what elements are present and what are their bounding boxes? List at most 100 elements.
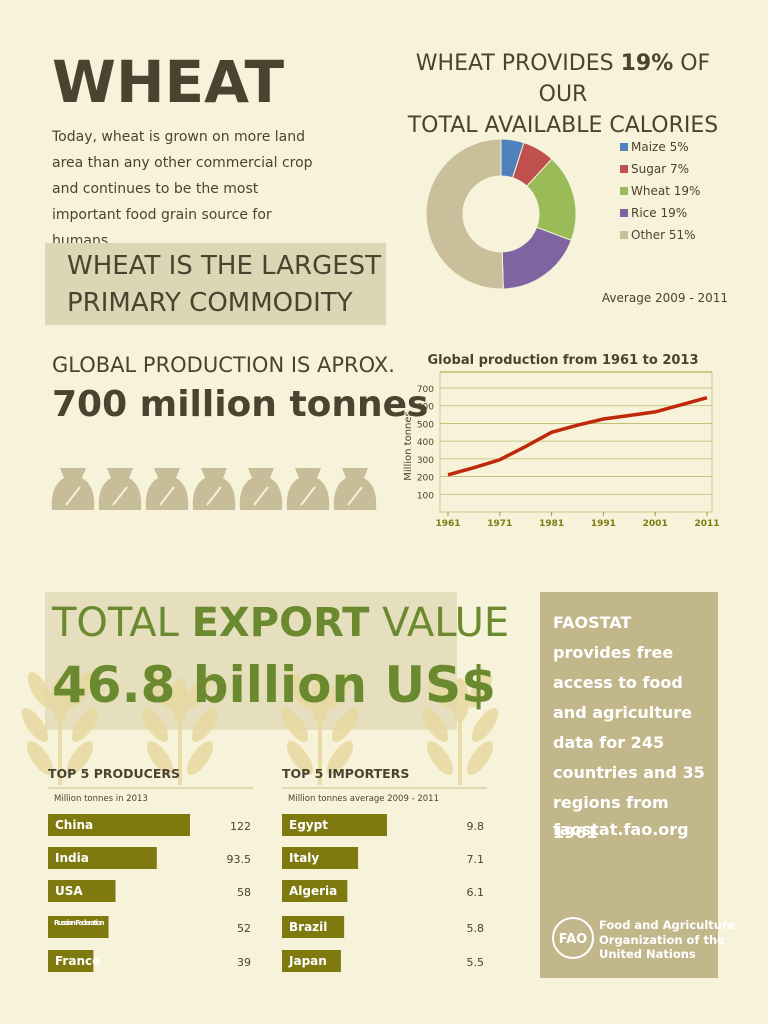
sack-leaf — [253, 486, 269, 506]
legend-value: 19% — [660, 206, 687, 220]
sack — [51, 468, 95, 510]
org-line: Food and Agriculture — [599, 918, 736, 932]
title: WHEAT — [52, 48, 285, 116]
export-title-part: TOTAL — [52, 600, 192, 646]
sack — [239, 468, 283, 510]
sack-leaf — [206, 486, 222, 506]
org-line: Organization of the — [599, 932, 725, 947]
faostat-url[interactable]: faostat.fao.org — [553, 820, 689, 839]
pie-title-part: OF OUR — [538, 51, 711, 107]
legend-category: Wheat — [631, 184, 670, 198]
legend-category: Sugar — [631, 162, 666, 176]
legend-label: Other 51% — [631, 228, 696, 242]
svg-text:FAO: FAO — [559, 932, 588, 947]
bar — [48, 847, 157, 869]
y-tick-label: 200 — [417, 474, 434, 484]
production-lead: GLOBAL PRODUCTION IS APROX. — [52, 353, 395, 377]
bar-subtitle: Million tonnes average 2009 - 2011 — [288, 794, 439, 804]
legend-swatch — [620, 143, 628, 151]
legend-value: 19% — [674, 184, 701, 198]
bar-category: USA — [55, 884, 83, 898]
bar-value: 5.8 — [467, 922, 485, 935]
fao-name: Food and Agriculture Organization of the U… — [599, 918, 735, 962]
legend-category: Maize — [631, 140, 666, 154]
y-tick-label: 100 — [417, 491, 434, 501]
sack-leaf — [112, 486, 128, 506]
bar-category: China — [55, 818, 93, 832]
legend-value: 51% — [669, 228, 696, 242]
bar-value: 52 — [237, 922, 251, 935]
bar-value: 39 — [237, 956, 251, 969]
wheat-stalks — [21, 668, 504, 785]
y-tick-label: 600 — [417, 403, 434, 413]
sack — [145, 468, 189, 510]
bar — [48, 814, 190, 836]
faostat-text: FAOSTAT provides free access to food and… — [553, 613, 705, 842]
legend-value: 7% — [670, 162, 689, 176]
export-title: TOTAL EXPORT VALUE — [52, 600, 509, 646]
sack — [192, 468, 236, 510]
bar-value: 9.8 — [467, 820, 485, 833]
y-tick-label: 700 — [417, 385, 434, 395]
bar-category: Italy — [289, 851, 319, 865]
legend-swatch — [620, 187, 628, 195]
legend-category: Rice — [631, 206, 657, 220]
legend-label: Rice 19% — [631, 206, 687, 220]
bar-value: 7.1 — [467, 853, 485, 866]
bar — [282, 880, 348, 902]
bar — [48, 950, 94, 972]
export-title-part: VALUE — [369, 600, 510, 646]
legend-swatch — [620, 231, 628, 239]
production-amount: 700 million tonnes — [52, 384, 429, 425]
faostat-panel — [540, 592, 718, 978]
sack-leaf — [347, 486, 363, 506]
x-tick-label: 1991 — [591, 519, 616, 529]
bar — [282, 950, 341, 972]
sack-leaf — [300, 486, 316, 506]
legend-label: Sugar 7% — [631, 162, 689, 176]
pie-slice — [425, 138, 504, 290]
bar — [282, 814, 387, 836]
sack-leaf — [159, 486, 175, 506]
line — [447, 396, 708, 477]
sacks — [51, 468, 377, 510]
pie-title-part: WHEAT PROVIDES — [415, 51, 621, 76]
commodity-banner: WHEAT IS THE LARGEST PRIMARY COMMODITY — [45, 243, 386, 325]
pie-title-part: TOTAL AVAILABLE CALORIES — [407, 113, 719, 138]
bar-value: 58 — [237, 886, 251, 899]
fao-logo: FAO — [552, 917, 594, 959]
bar — [282, 847, 359, 869]
bar — [48, 916, 109, 938]
bar — [282, 916, 345, 938]
x-tick-label: 1961 — [435, 519, 460, 529]
bar-category: Japan — [288, 954, 327, 968]
pie-title-part: 19% — [620, 51, 674, 76]
legend-label: Wheat 19% — [631, 184, 700, 198]
bar-category: Russian Federation — [54, 919, 105, 927]
bar-value: 5.5 — [467, 956, 485, 969]
bar-category: Egypt — [289, 818, 328, 832]
y-tick-label: 400 — [417, 438, 434, 448]
export-amount: 46.8 billion US$ — [52, 656, 496, 714]
legend-label: Maize 5% — [631, 140, 689, 154]
intro: Today, wheat is grown on more land area … — [52, 129, 313, 249]
line-title: Global production from 1961 to 2013 — [427, 353, 698, 368]
y-tick-label: 500 — [417, 420, 434, 430]
pie-title: WHEAT PROVIDES 19% OF OUR TOTAL AVAILABLE… — [398, 48, 728, 141]
bar-value: 6.1 — [467, 886, 485, 899]
y-tick-label: 300 — [417, 456, 434, 466]
x-tick-label: 2011 — [694, 519, 719, 529]
legend-swatch — [620, 165, 628, 173]
pie-slice — [501, 226, 572, 290]
sack — [98, 468, 142, 510]
bar-category: France — [55, 954, 100, 968]
legend-category: Other — [631, 228, 665, 242]
bar — [48, 880, 116, 902]
x-tick-label: 2001 — [643, 519, 668, 529]
bar-title: TOP 5 PRODUCERS — [48, 766, 180, 781]
bar-subtitle: Million tonnes in 2013 — [54, 794, 148, 804]
bar-value: 122 — [230, 820, 251, 833]
sack — [333, 468, 377, 510]
